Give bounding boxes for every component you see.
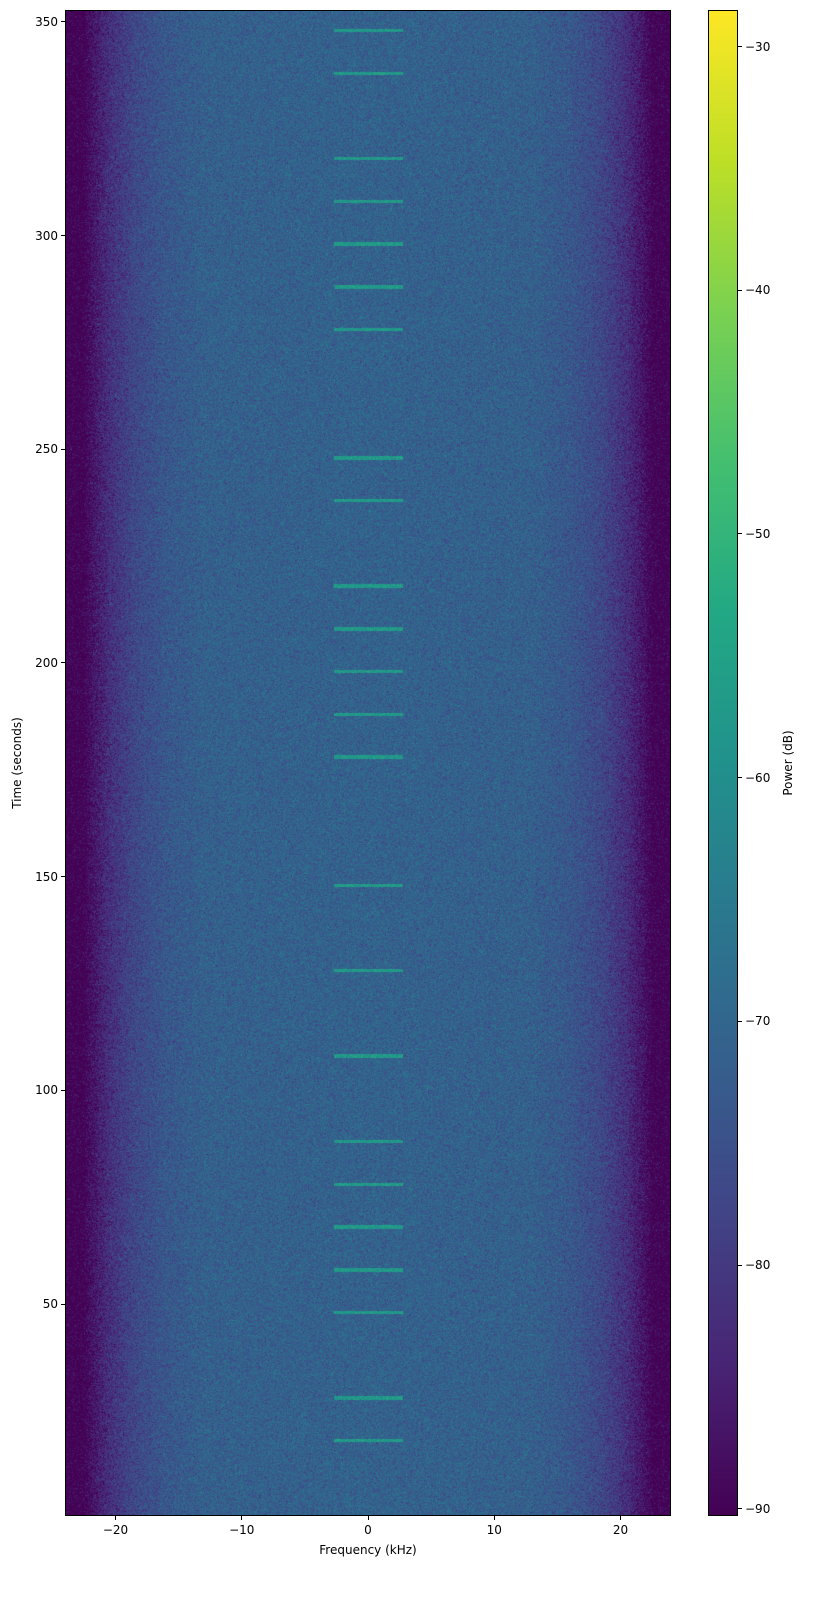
y-tick	[61, 235, 65, 236]
colorbar-tick-label: −40	[745, 283, 770, 297]
colorbar-tick	[738, 46, 742, 47]
colorbar-tick	[738, 1265, 742, 1266]
x-tick-label: 0	[364, 1523, 372, 1537]
x-tick	[620, 1516, 621, 1520]
colorbar-tick-label: −60	[745, 771, 770, 785]
y-tick	[61, 449, 65, 450]
spectrogram-plot	[65, 10, 671, 1516]
colorbar-tick-label: −50	[745, 527, 770, 541]
y-axis-label: Time (seconds)	[10, 717, 24, 809]
y-tick	[61, 1090, 65, 1091]
x-tick	[115, 1516, 116, 1520]
colorbar-tick	[738, 1021, 742, 1022]
x-tick	[494, 1516, 495, 1520]
x-tick-label: 20	[613, 1523, 628, 1537]
colorbar-tick-label: −80	[745, 1258, 770, 1272]
colorbar-tick	[738, 290, 742, 291]
x-tick-label: −20	[103, 1523, 128, 1537]
y-tick-label: 350	[35, 15, 58, 29]
spectrogram-image	[65, 10, 671, 1516]
y-tick-label: 150	[35, 870, 58, 884]
y-tick	[61, 1304, 65, 1305]
colorbar-label: Power (dB)	[781, 730, 795, 795]
x-tick-label: −10	[229, 1523, 254, 1537]
colorbar-tick	[738, 1508, 742, 1509]
colorbar-tick	[738, 533, 742, 534]
x-axis-label: Frequency (kHz)	[319, 1543, 416, 1557]
y-tick-label: 250	[35, 442, 58, 456]
y-tick	[61, 876, 65, 877]
colorbar-tick	[738, 777, 742, 778]
y-tick	[61, 662, 65, 663]
colorbar-tick-label: −30	[745, 40, 770, 54]
x-tick	[368, 1516, 369, 1520]
colorbar-tick-label: −90	[745, 1502, 770, 1516]
y-tick-label: 50	[43, 1297, 58, 1311]
x-tick	[241, 1516, 242, 1520]
x-tick-label: 10	[487, 1523, 502, 1537]
y-tick-label: 200	[35, 656, 58, 670]
colorbar	[708, 10, 738, 1516]
colorbar-tick-label: −70	[745, 1014, 770, 1028]
y-tick	[61, 21, 65, 22]
y-tick-label: 300	[35, 229, 58, 243]
y-tick-label: 100	[35, 1083, 58, 1097]
